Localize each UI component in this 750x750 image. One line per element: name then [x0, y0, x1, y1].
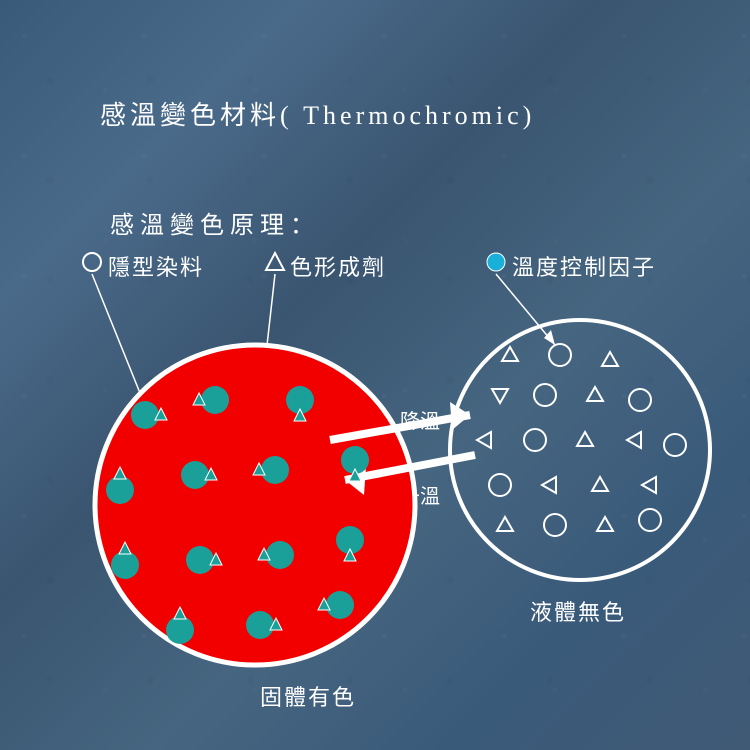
liquid-triangle-icon [577, 432, 593, 446]
legend-former-icon [266, 253, 284, 270]
liquid-triangle-icon [587, 387, 603, 401]
liquid-triangle-icon [477, 432, 491, 448]
liquid-triangle-icon [642, 477, 656, 493]
pointer-temp-head [544, 330, 555, 345]
arrow-cool-head [450, 402, 470, 430]
liquid-triangle-icon [502, 347, 518, 361]
liquid-circle-icon [639, 509, 661, 531]
legend-temp-icon [487, 253, 505, 271]
liquid-circle-icon [489, 474, 511, 496]
liquid-circle-icon [664, 434, 686, 456]
liquid-triangle-icon [592, 477, 608, 491]
pointer-temp [496, 274, 555, 345]
liquid-shapes-group [477, 344, 686, 536]
slide-thermochromic: 感溫變色材料( Thermochromic) 感溫變色原理： 隱型染料 色形成劑… [0, 0, 750, 750]
liquid-circle-icon [534, 384, 556, 406]
liquid-triangle-icon [597, 517, 613, 531]
liquid-circle-icon [549, 344, 571, 366]
liquid-triangle-icon [497, 517, 513, 531]
liquid-triangle-icon [627, 432, 641, 448]
liquid-triangle-icon [492, 389, 508, 403]
legend-leuco-icon [83, 253, 101, 271]
diagram-svg [0, 0, 750, 750]
liquid-triangle-icon [602, 352, 618, 366]
liquid-circle-icon [544, 514, 566, 536]
liquid-state-circle [450, 320, 710, 580]
liquid-circle-icon [524, 429, 546, 451]
liquid-circle-icon [629, 389, 651, 411]
liquid-triangle-icon [542, 477, 556, 493]
